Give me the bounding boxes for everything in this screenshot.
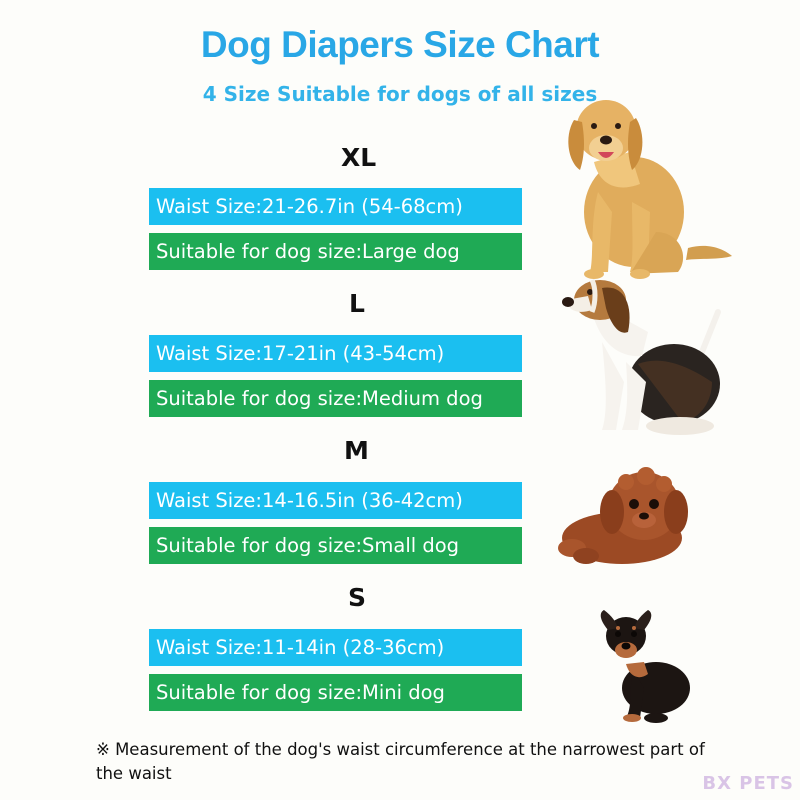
brand-watermark: BX PETS bbox=[702, 773, 794, 794]
suitable-dog-bar: Suitable for dog size:Large dog bbox=[149, 233, 522, 270]
golden-retriever-icon bbox=[568, 100, 732, 279]
size-label: M bbox=[344, 436, 369, 465]
size-label: XL bbox=[341, 143, 377, 172]
miniature-pinscher-icon bbox=[600, 610, 690, 723]
page-subtitle: 4 Size Suitable for dogs of all sizes bbox=[202, 82, 598, 106]
measurement-note: ※ Measurement of the dog's waist circumf… bbox=[96, 740, 705, 783]
size-label: S bbox=[348, 583, 367, 612]
waist-size-bar: Waist Size:11-14in (28-36cm) bbox=[149, 629, 522, 666]
waist-size-bar: Waist Size:17-21in (43-54cm) bbox=[149, 335, 522, 372]
waist-size-bar: Waist Size:21-26.7in (54-68cm) bbox=[149, 188, 522, 225]
page-title: Dog Diapers Size Chart bbox=[200, 24, 600, 65]
poodle-icon bbox=[558, 467, 688, 564]
suitable-dog-bar: Suitable for dog size:Small dog bbox=[149, 527, 522, 564]
suitable-dog-bar: Suitable for dog size:Medium dog bbox=[149, 380, 522, 417]
size-label: L bbox=[349, 289, 365, 318]
suitable-dog-bar: Suitable for dog size:Mini dog bbox=[149, 674, 522, 711]
waist-size-bar: Waist Size:14-16.5in (36-42cm) bbox=[149, 482, 522, 519]
beagle-icon bbox=[562, 278, 721, 435]
